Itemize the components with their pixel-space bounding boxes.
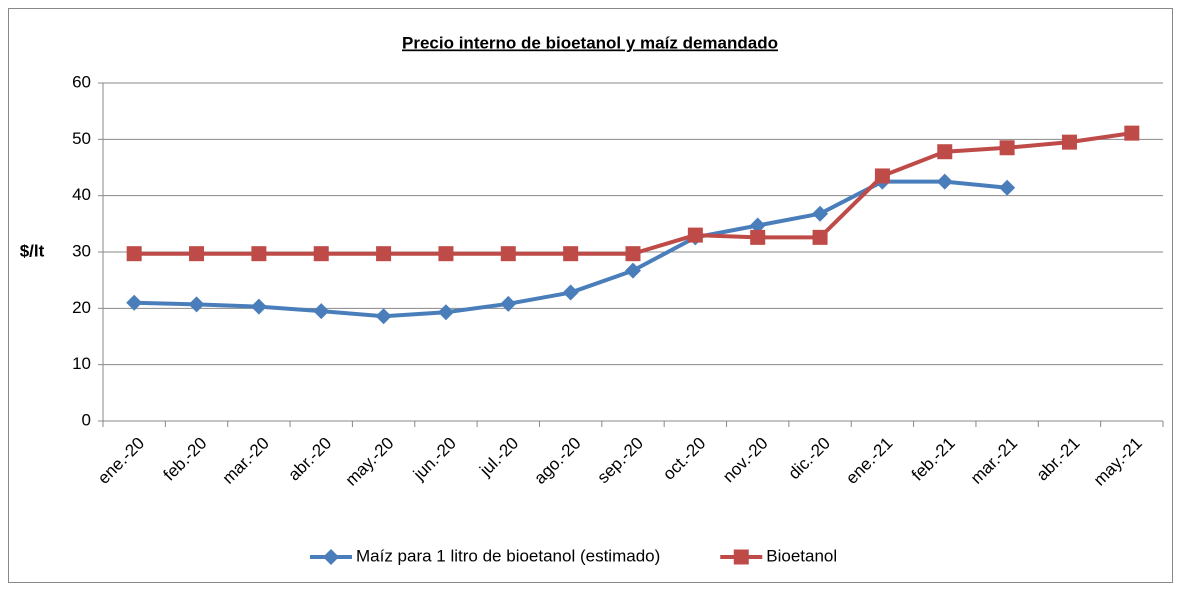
marker: [625, 246, 641, 262]
marker: [251, 246, 267, 262]
marker: [563, 246, 579, 262]
y-tick-label: 60: [72, 72, 91, 91]
legend-label: Maíz para 1 litro de bioetanol (estimado…: [356, 546, 660, 565]
y-tick-label: 40: [72, 185, 91, 204]
marker: [812, 229, 828, 245]
marker: [375, 308, 392, 325]
chart-title: Precio interno de bioetanol y maíz deman…: [402, 33, 778, 52]
marker: [313, 246, 329, 262]
marker: [500, 246, 516, 262]
marker: [936, 173, 953, 190]
marker: [323, 549, 339, 565]
marker: [1061, 134, 1077, 150]
y-tick-label: 20: [72, 298, 91, 317]
marker: [438, 246, 454, 262]
y-tick-label: 50: [72, 129, 91, 148]
marker: [749, 217, 766, 234]
marker: [188, 296, 205, 313]
y-tick-label: 30: [72, 241, 91, 260]
marker: [999, 179, 1016, 196]
marker: [313, 303, 330, 320]
y-tick-label: 0: [82, 410, 91, 429]
y-axis-label: $/lt: [20, 241, 45, 260]
marker: [999, 140, 1015, 156]
marker: [937, 144, 953, 160]
marker: [1124, 125, 1140, 141]
marker: [625, 262, 641, 279]
marker: [687, 227, 703, 243]
marker: [812, 205, 829, 222]
marker: [126, 294, 143, 311]
legend: Maíz para 1 litro de bioetanol (estimado…: [310, 546, 837, 565]
marker: [126, 246, 142, 262]
marker: [750, 229, 766, 245]
marker: [500, 295, 517, 312]
legend-label: Bioetanol: [766, 546, 837, 565]
chart-border: [8, 8, 1173, 583]
marker: [189, 246, 205, 262]
y-tick-label: 10: [72, 354, 91, 373]
marker: [437, 304, 454, 321]
marker: [250, 298, 267, 315]
marker: [562, 284, 579, 301]
marker: [733, 549, 749, 565]
marker: [376, 246, 392, 262]
marker: [874, 168, 890, 184]
